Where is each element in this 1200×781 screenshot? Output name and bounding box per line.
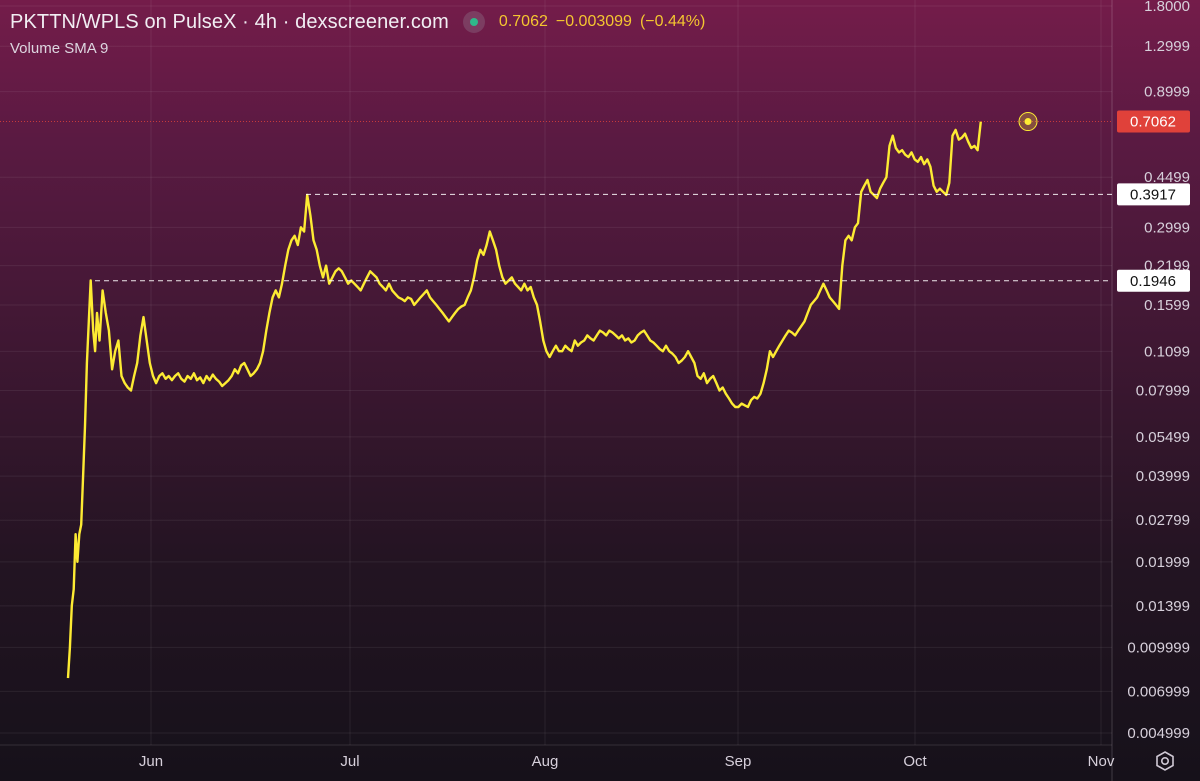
- y-tick-label: 0.03999: [1136, 468, 1190, 485]
- y-tick-label: 0.02799: [1136, 512, 1190, 529]
- x-tick-label: Aug: [532, 753, 559, 770]
- pair-title: PKTTN/WPLS on PulseX · 4h · dexscreener.…: [10, 10, 449, 33]
- current-price-badge: [1117, 110, 1190, 133]
- y-tick-label: 0.05499: [1136, 429, 1190, 446]
- y-tick-label: 0.1099: [1144, 343, 1190, 360]
- y-tick-label: 0.07999: [1136, 383, 1190, 400]
- indicator-label[interactable]: Volume SMA 9: [10, 40, 109, 57]
- price-line: [66, 121, 982, 679]
- level-badge: [1117, 183, 1190, 206]
- y-tick-label: 0.006999: [1127, 683, 1190, 700]
- x-tick-label: Jul: [340, 753, 359, 770]
- status-indicator-icon: [462, 11, 485, 33]
- chart-header: PKTTN/WPLS on PulseX · 4h · dexscreener.…: [10, 8, 810, 68]
- y-tick-label: 0.009999: [1127, 639, 1190, 656]
- last-price-dot: [1024, 118, 1032, 126]
- y-tick-label: 0.2999: [1144, 219, 1190, 236]
- price-change: −0.003099: [555, 13, 632, 30]
- x-tick-label: Jun: [139, 753, 163, 770]
- x-tick-label: Oct: [903, 753, 927, 770]
- y-tick-label: 0.01399: [1136, 598, 1190, 615]
- level-badge-label: 0.1946: [1130, 273, 1176, 290]
- price-info: 0.7062 −0.003099 (−0.44%): [499, 13, 705, 31]
- y-tick-label: 1.2999: [1144, 38, 1190, 55]
- y-tick-label: 0.004999: [1127, 725, 1190, 742]
- x-tick-label: Nov: [1088, 753, 1115, 770]
- level-badge: [1117, 269, 1190, 292]
- y-tick-label: 1.8000: [1144, 0, 1190, 15]
- price-change-percent: (−0.44%): [639, 13, 706, 30]
- y-tick-label: 0.01999: [1136, 554, 1190, 571]
- x-tick-label: Sep: [725, 753, 752, 770]
- settings-icon[interactable]: [1150, 746, 1180, 776]
- level-badge-label: 0.3917: [1130, 186, 1176, 203]
- y-tick-label: 0.8999: [1144, 84, 1190, 101]
- current-price-badge-label: 0.7062: [1130, 114, 1176, 131]
- y-tick-label: 0.4499: [1144, 169, 1190, 186]
- y-tick-label: 0.1599: [1144, 297, 1190, 314]
- current-price: 0.7062: [498, 13, 548, 30]
